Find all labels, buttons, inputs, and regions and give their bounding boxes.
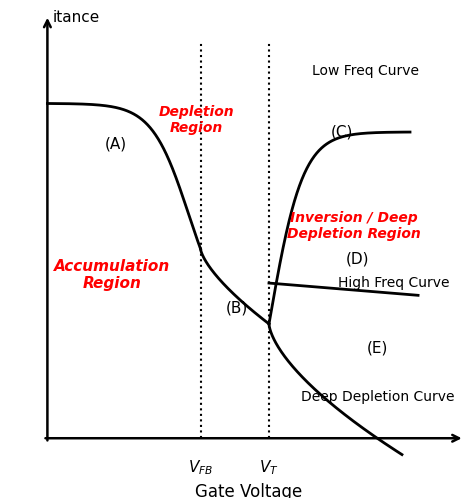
Text: (D): (D) [346,251,369,266]
Text: Low Freq Curve: Low Freq Curve [312,64,419,78]
Text: (B): (B) [226,300,248,315]
Text: Accumulation
Region: Accumulation Region [54,258,170,291]
Text: Gate Voltage: Gate Voltage [195,483,302,498]
Text: $V_{FB}$: $V_{FB}$ [188,458,213,477]
Text: (C): (C) [330,124,353,139]
Text: Depletion
Region: Depletion Region [159,105,234,135]
Text: Deep Depletion Curve: Deep Depletion Curve [301,390,455,404]
Text: (E): (E) [367,341,389,356]
Text: itance: itance [52,10,100,25]
Text: $V_T$: $V_T$ [259,458,279,477]
Text: (A): (A) [105,137,127,152]
Text: Inversion / Deep
Depletion Region: Inversion / Deep Depletion Region [287,211,420,241]
Text: High Freq Curve: High Freq Curve [338,276,450,290]
